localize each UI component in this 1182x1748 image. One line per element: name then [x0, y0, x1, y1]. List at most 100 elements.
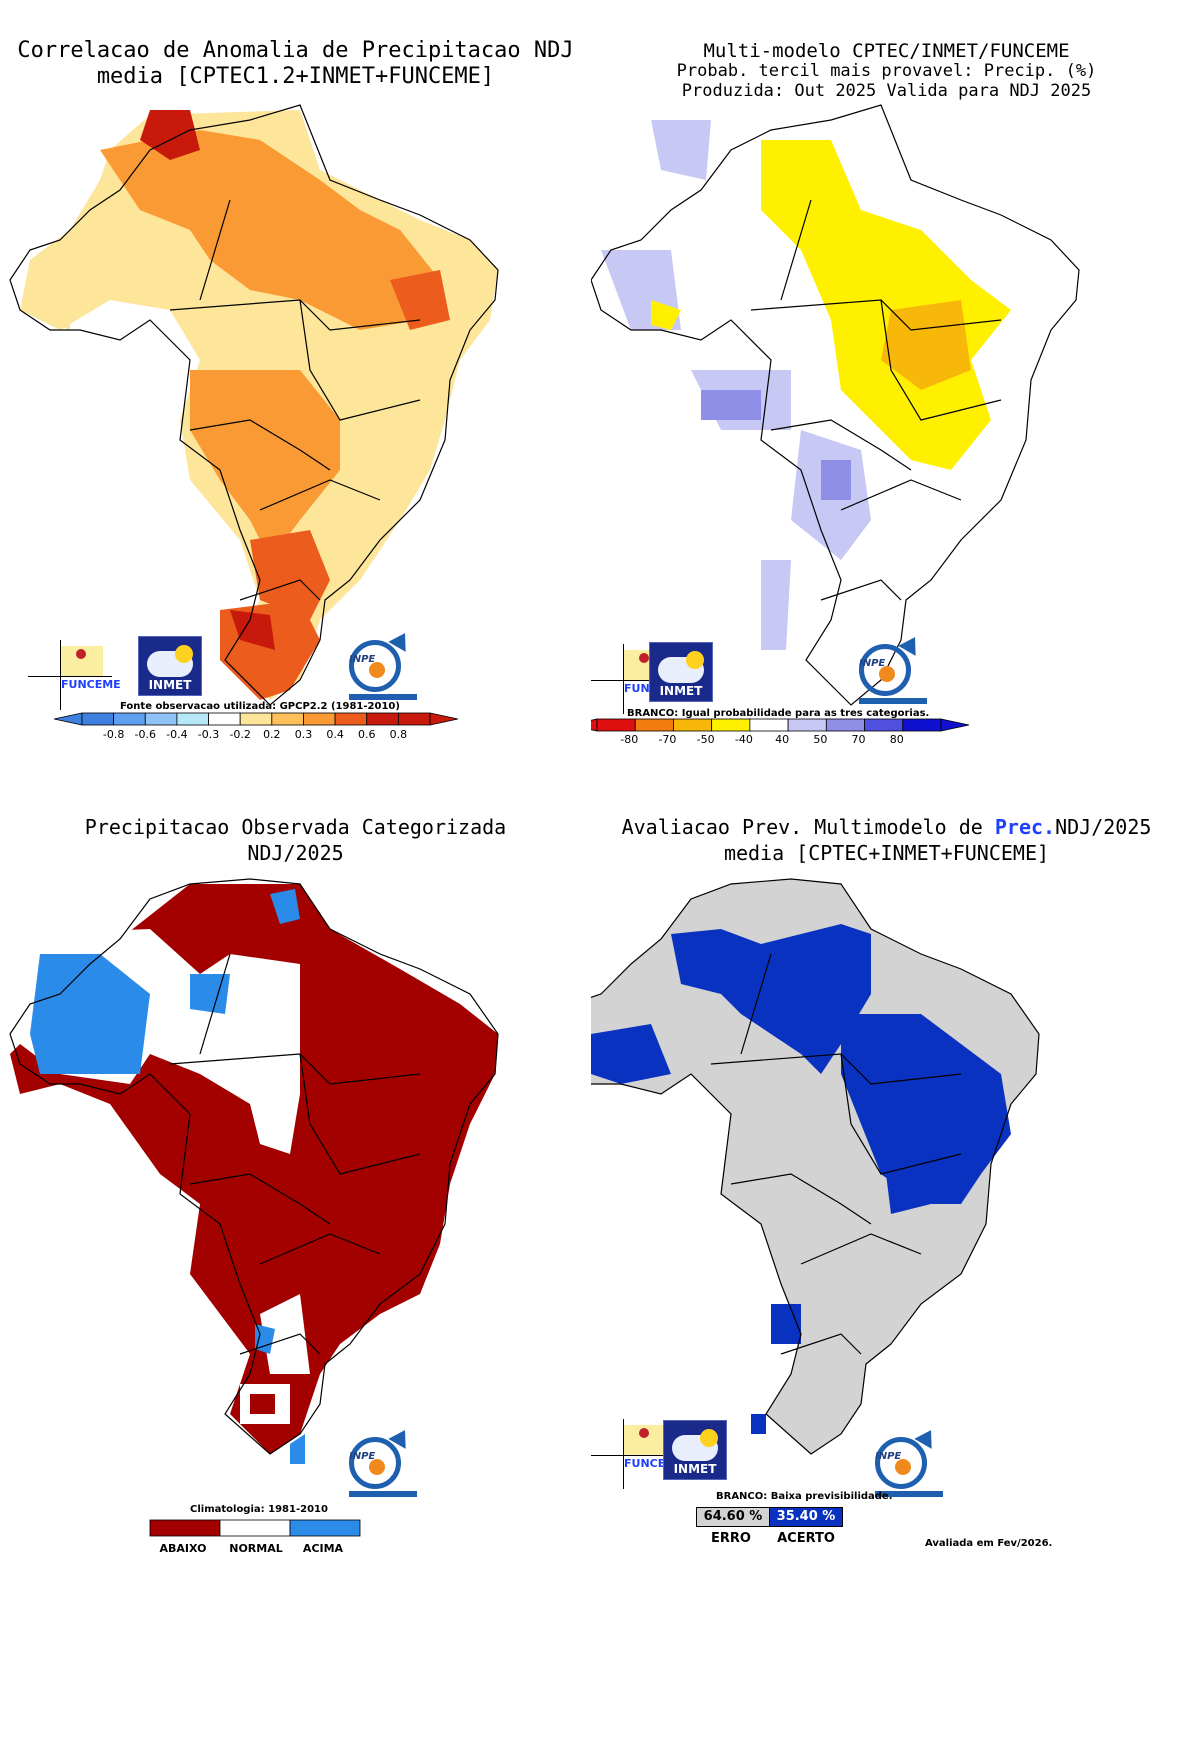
inpe-logo-text: INPE — [859, 658, 886, 669]
probability-colorbar-segment — [634, 718, 674, 732]
brazil-outline — [9, 104, 499, 706]
inpe-logo-text: INPE — [349, 654, 376, 665]
correlation-colorbar-segment — [303, 712, 336, 726]
inmet-logo: INMET — [663, 1420, 727, 1480]
funceme-logo: FUNCEME — [591, 1419, 684, 1489]
correlation-colorbar-arrow-left — [53, 712, 83, 726]
correlation-colorbar-segment — [239, 712, 273, 726]
funceme-logo-text: FUNCEME — [61, 678, 121, 691]
probability-title-line1: Multi-modelo CPTEC/INMET/FUNCEME — [703, 40, 1070, 62]
inmet-logo-text: INMET — [673, 1462, 717, 1476]
probability-colorbar-segment — [711, 718, 751, 732]
probability-title-line3: Produzida: Out 2025 Valida para NDJ 2025 — [681, 81, 1092, 101]
probability-colorbar-tick: -50 — [696, 733, 715, 746]
inmet-logo: INMET — [649, 642, 713, 702]
evaluation-title-pre: Avaliacao Prev. Multimodelo de — [621, 815, 995, 839]
observed-legend-label-abaixo: ABAIXO — [159, 1542, 207, 1555]
evaluation-title-line1: Avaliacao Prev. Multimodelo de Prec.NDJ/… — [591, 814, 1182, 840]
probability-colorbar-tick: 80 — [889, 733, 904, 746]
correlation-colorbar-tick: 0.2 — [263, 728, 281, 741]
observed-legend-swatch — [219, 1519, 291, 1537]
correlation-colorbar-segment — [176, 712, 209, 726]
correlation-colorbar-tick: -0.4 — [166, 728, 188, 741]
correlation-colorbar-arrow-right — [429, 712, 459, 726]
correlation-source-note: Fonte observacao utilizada: GPCP2.2 (198… — [120, 701, 400, 712]
correlation-colorbar-tick: 0.3 — [294, 728, 313, 741]
brazil-outline — [591, 878, 1040, 1455]
probability-colorbar — [591, 718, 970, 732]
evaluation-title-line2: media [CPTEC+INMET+FUNCEME] — [723, 841, 1050, 865]
evaluation-title-post: NDJ/2025 — [1055, 815, 1152, 839]
erro-score: 64.60 % — [696, 1507, 770, 1527]
panel-evaluation: Avaliacao Prev. Multimodelo de Prec.NDJ/… — [591, 815, 1182, 1748]
observed-title-line2: NDJ/2025 — [247, 841, 344, 865]
panel-observed: Precipitacao Observada Categorizada NDJ/… — [0, 815, 591, 1748]
observed-legend-swatch — [149, 1519, 221, 1537]
observed-map — [9, 878, 499, 1464]
probability-colorbar-ticks: -80 -70 -50 -40 40 50 70 80 — [585, 733, 1176, 747]
probability-colorbar-tick: -70 — [658, 733, 677, 746]
observed-title-line1: Precipitacao Observada Categorizada — [84, 815, 507, 839]
correlation-colorbar-ticks: -0.8 -0.6 -0.4 -0.3 -0.2 0.2 0.3 0.4 0.6 0.8 — [0, 728, 591, 742]
correlation-colorbar — [53, 712, 459, 726]
probability-colorbar-tick: -40 — [734, 733, 753, 746]
inmet-logo-text: INMET — [148, 678, 192, 692]
inpe-logo: INPE — [345, 628, 421, 702]
probability-colorbar-segment — [749, 718, 789, 732]
correlation-colorbar-segment — [113, 712, 146, 726]
probability-colorbar-segment — [596, 718, 636, 732]
evaluation-note: BRANCO: Baixa previsibilidade. — [716, 1491, 893, 1502]
correlation-title-line2: media [CPTEC1.2+INMET+FUNCEME] — [96, 64, 495, 89]
probability-map — [591, 104, 1080, 706]
probability-colorbar-arrow-left — [591, 718, 598, 732]
inpe-logo: INPE — [871, 1425, 947, 1499]
probability-colorbar-tick: -80 — [620, 733, 639, 746]
probability-colorbar-arrow-right — [940, 718, 970, 732]
observed-legend-swatch — [289, 1519, 361, 1537]
funceme-logo: FUNCEME — [28, 640, 121, 710]
correlation-colorbar-segment — [334, 712, 368, 726]
correlation-fill — [20, 110, 498, 700]
correlation-colorbar-tick: 0.8 — [389, 728, 408, 741]
probability-note: BRANCO: Igual probabilidade para as tres… — [627, 708, 930, 719]
panel-correlation: Correlacao de Anomalia de Precipitacao N… — [0, 0, 591, 874]
observed-legend-label-acima: ACIMA — [302, 1542, 344, 1555]
observed-legend — [149, 1519, 361, 1537]
correlation-colorbar-segment — [366, 712, 399, 726]
correlation-colorbar-tick: -0.6 — [134, 728, 156, 741]
observed-legend-label-normal: NORMAL — [229, 1542, 283, 1555]
probability-colorbar-tick: 50 — [813, 733, 828, 746]
correlation-colorbar-segment — [397, 712, 431, 726]
inmet-logo-text: INMET — [659, 684, 703, 698]
probability-colorbar-segment — [825, 718, 865, 732]
inpe-logo-text: INPE — [349, 1451, 376, 1462]
correlation-colorbar-tick: 0.6 — [357, 728, 376, 741]
inmet-logo: INMET — [138, 636, 202, 696]
inpe-logo-text: INPE — [875, 1451, 902, 1462]
evaluation-title-highlight: Prec. — [994, 815, 1056, 839]
correlation-title-line1: Correlacao de Anomalia de Precipitacao N… — [17, 38, 574, 63]
probability-colorbar-segment — [673, 718, 713, 732]
probability-colorbar-segment — [864, 718, 904, 732]
correlation-colorbar-segment — [208, 712, 241, 726]
evaluation-fill — [591, 879, 1039, 1454]
correlation-colorbar-tick: 0.4 — [326, 728, 344, 741]
correlation-map — [9, 104, 499, 706]
probability-colorbar-tick: 70 — [851, 733, 866, 746]
correlation-colorbar-tick: -0.3 — [197, 728, 220, 741]
evaluation-footer: Avaliada em Fev/2026. — [925, 1538, 1053, 1549]
correlation-colorbar-segment — [271, 712, 304, 726]
erro-label: ERRO — [711, 1531, 751, 1546]
correlation-colorbar-segment — [144, 712, 178, 726]
observed-climatology-note: Climatologia: 1981-2010 — [190, 1504, 328, 1515]
probability-colorbar-tick: 40 — [775, 733, 790, 746]
brazil-outline — [9, 878, 499, 1455]
correlation-colorbar-tick: -0.8 — [102, 728, 125, 741]
inpe-logo: INPE — [345, 1425, 421, 1499]
evaluation-map — [591, 878, 1040, 1455]
probability-colorbar-segment — [902, 718, 942, 732]
correlation-colorbar-segment — [81, 712, 115, 726]
acerto-label: ACERTO — [777, 1531, 835, 1546]
observed-fill — [10, 884, 498, 1464]
panel-probability: Multi-modelo CPTEC/INMET/FUNCEME Probab.… — [591, 0, 1182, 874]
